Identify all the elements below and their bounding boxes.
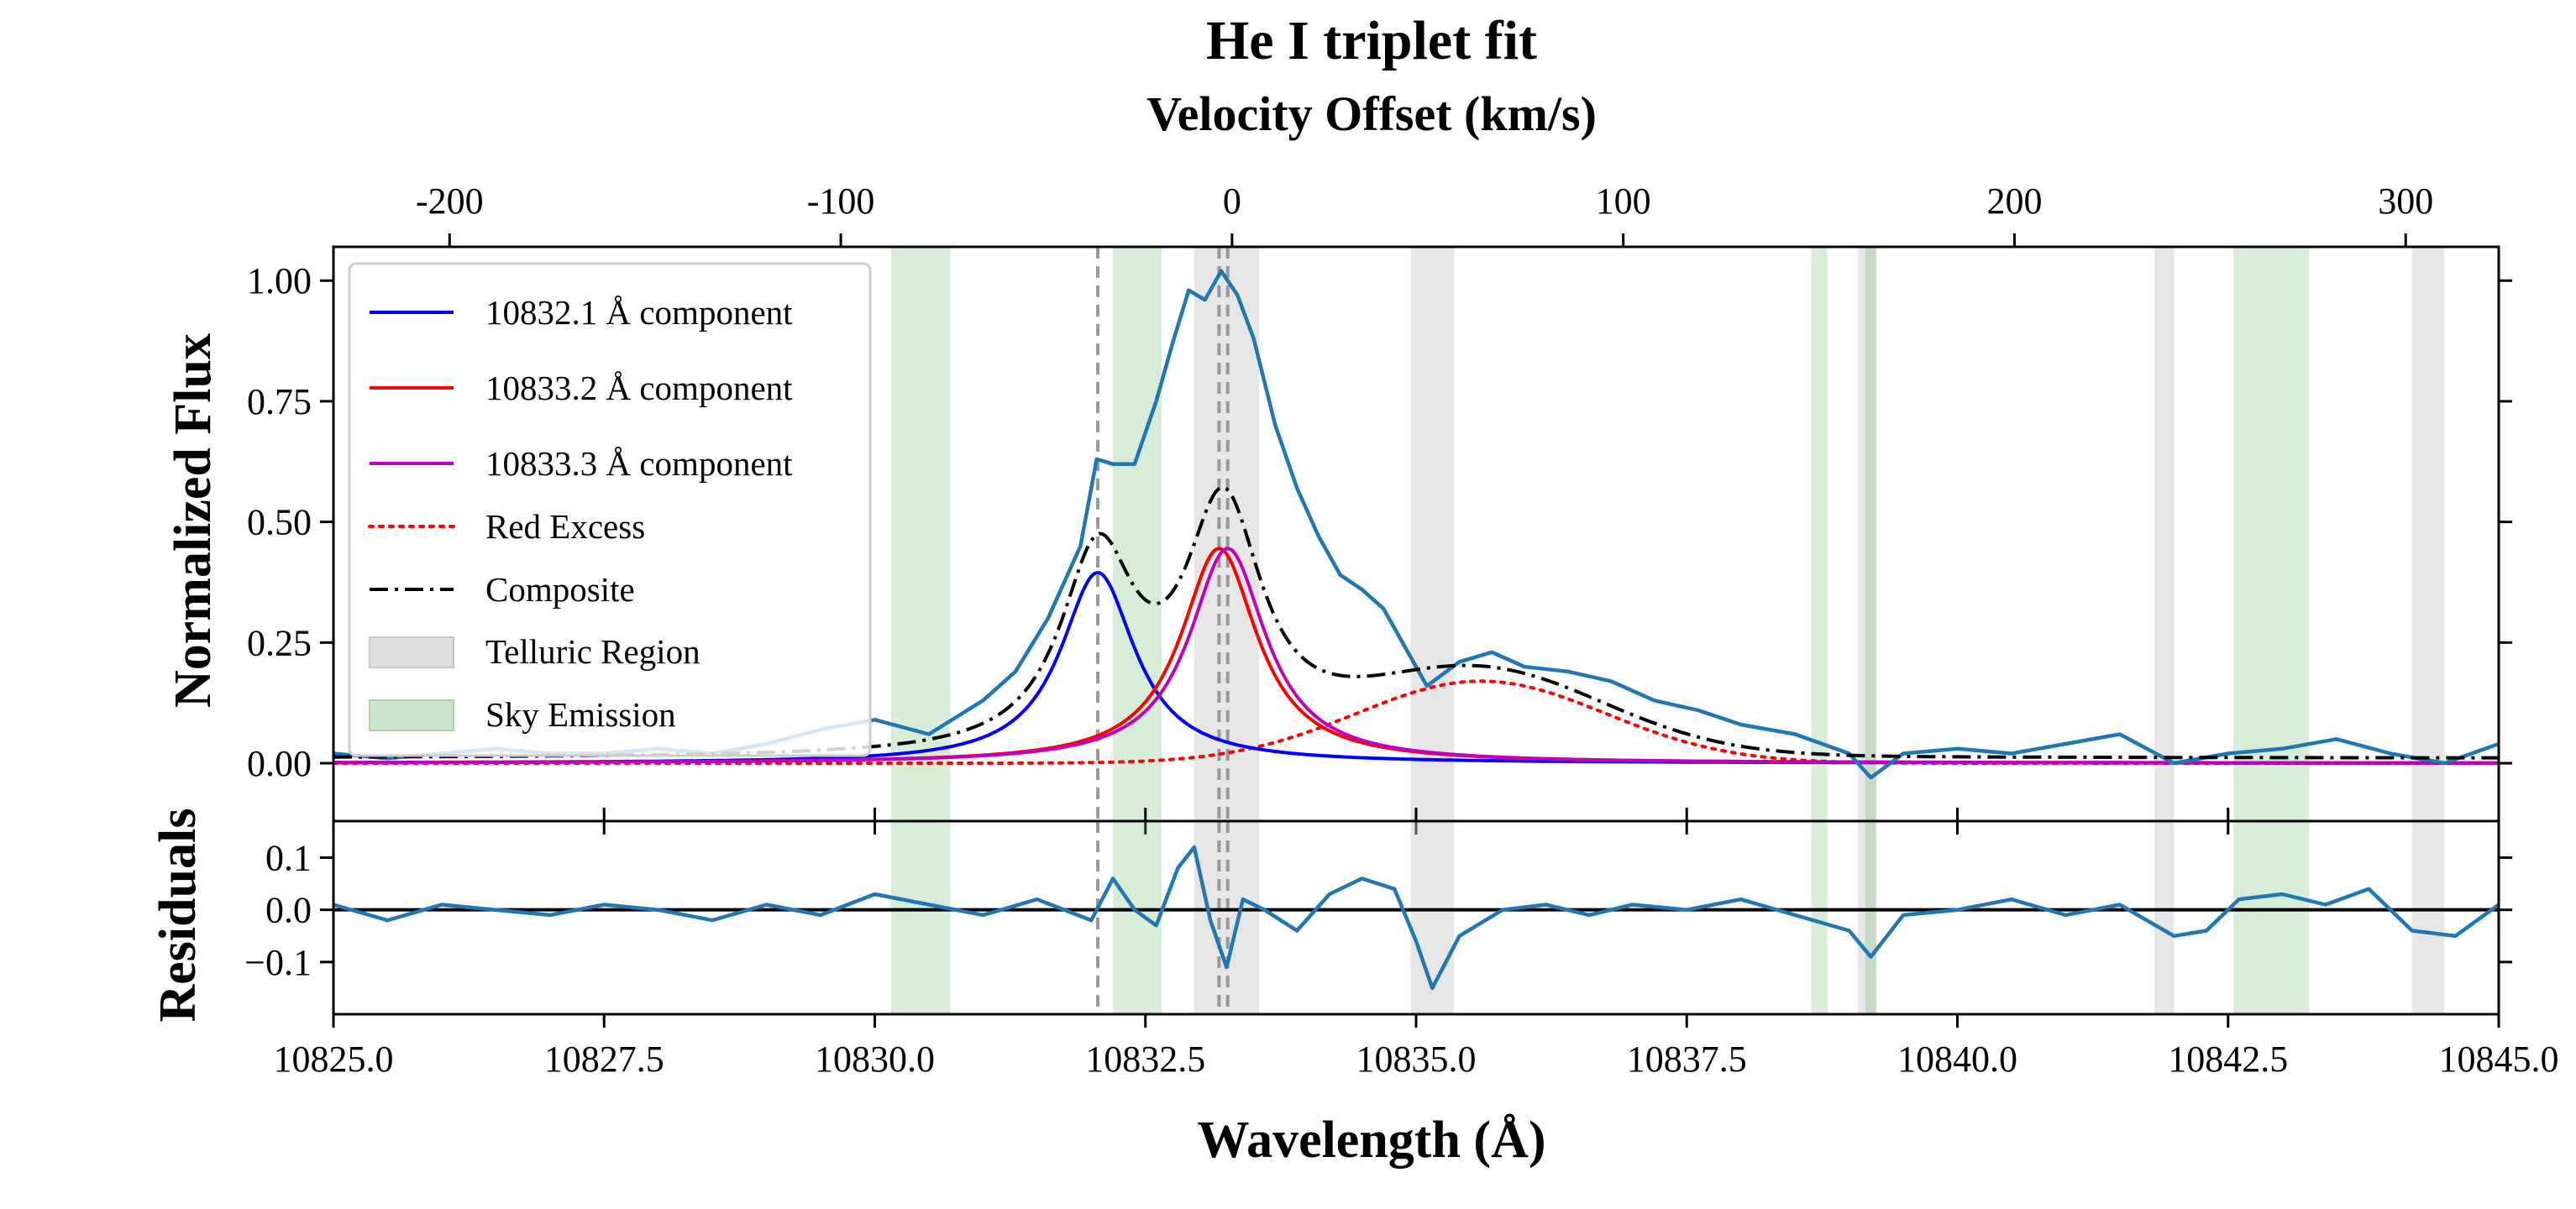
x-tick-label: 10825.0 — [274, 1039, 394, 1080]
legend-label: Red Excess — [485, 507, 645, 546]
y-tick-label: 1.00 — [247, 260, 312, 301]
legend-box — [348, 262, 872, 757]
top-panel-ylabel: Normalized Flux — [165, 333, 222, 708]
x-tick-label: 10837.5 — [1627, 1039, 1747, 1080]
y-tick-label: 0.25 — [247, 622, 312, 663]
legend-label: Telluric Region — [485, 632, 700, 671]
sky-emission-region — [2233, 821, 2310, 1014]
legend-swatch — [369, 699, 454, 731]
residuals-line — [333, 845, 2500, 991]
chart-title: He I triplet fit — [1206, 10, 1537, 71]
sky-emission-region — [1811, 247, 1828, 821]
sky-emission-region — [890, 821, 951, 1014]
sky-emission-region — [1811, 821, 1828, 1014]
telluric-region — [1410, 247, 1455, 821]
sky-emission-region — [1865, 247, 1876, 821]
telluric-region — [1857, 821, 1876, 1014]
y-tick-label: 0.50 — [247, 502, 312, 543]
component-10833.3-curve — [333, 547, 2499, 765]
telluric-region — [1194, 247, 1260, 821]
velocity-tick-label: 100 — [1596, 181, 1651, 222]
telluric-region — [2411, 247, 2445, 821]
legend-label: 10832.1 Å component — [485, 293, 793, 332]
legend-label: Composite — [485, 570, 635, 609]
x-tick-label: 10827.5 — [544, 1039, 664, 1080]
legend-swatch — [369, 636, 454, 668]
sky-emission-region — [1865, 821, 1876, 1014]
sky-emission-region — [890, 247, 951, 821]
legend: 10832.1 Å component 10833.2 Å component 10… — [348, 262, 872, 757]
legend-label: 10833.3 Å component — [485, 444, 793, 483]
x-axis-label: Wavelength (Å) — [1197, 1112, 1545, 1169]
x-tick-label: 10845.0 — [2439, 1039, 2559, 1080]
top-axis-label: Velocity Offset (km/s) — [1146, 86, 1597, 141]
velocity-tick-label: 0 — [1223, 181, 1241, 222]
telluric-region — [1410, 821, 1455, 1014]
sky-emission-region — [1113, 247, 1162, 821]
telluric-region — [2154, 821, 2175, 1014]
telluric-region — [2154, 247, 2175, 821]
velocity-tick-label: 200 — [1986, 181, 2042, 222]
residual-y-tick-label: 0.1 — [265, 838, 312, 879]
x-tick-label: 10840.0 — [1897, 1039, 2017, 1080]
y-tick-label: 0.75 — [247, 381, 312, 422]
x-tick-label: 10832.5 — [1085, 1039, 1205, 1080]
x-tick-label: 10835.0 — [1356, 1039, 1477, 1080]
residuals-panel: 10825.0 10827.5 10830.0 10832.5 10835.0 10837… — [244, 819, 2559, 1080]
x-tick-label: 10830.0 — [815, 1039, 935, 1080]
velocity-tick-label: 300 — [2378, 181, 2433, 222]
legend-label: Sky Emission — [485, 695, 676, 734]
residual-y-tick-label: −0.1 — [244, 942, 312, 983]
sky-emission-region — [2233, 247, 2310, 821]
y-tick-label: 0.00 — [247, 743, 312, 784]
x-tick-label: 10842.5 — [2168, 1039, 2288, 1080]
bottom-panel-ylabel: Residuals — [150, 809, 207, 1023]
top-panel: -200 -100 0 100 200 300 0.00 0.25 0.50 0.75 1.00 — [247, 181, 2512, 835]
telluric-region — [2411, 821, 2445, 1014]
telluric-region — [1857, 247, 1876, 821]
residual-y-tick-label: 0.0 — [265, 890, 312, 931]
legend-label: 10833.2 Å component — [485, 369, 793, 407]
velocity-tick-label: -200 — [416, 181, 484, 222]
velocity-tick-label: -100 — [807, 181, 875, 222]
sky-emission-region — [1113, 821, 1162, 1014]
